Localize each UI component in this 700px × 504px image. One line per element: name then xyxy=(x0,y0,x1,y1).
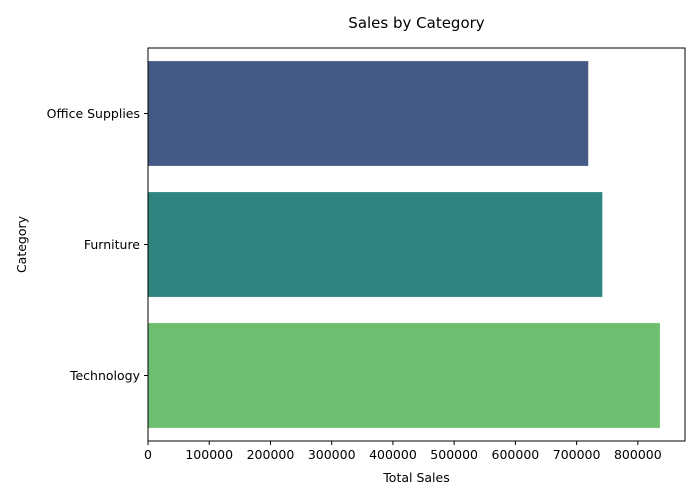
chart-title: Sales by Category xyxy=(348,14,485,32)
y-tick-label-furniture: Furniture xyxy=(84,237,140,252)
bar-technology xyxy=(148,323,660,428)
x-axis: 0 100000 200000 300000 400000 500000 600000 700… xyxy=(144,441,662,462)
x-tick-label-4: 400000 xyxy=(369,447,417,462)
bar-furniture xyxy=(148,192,603,297)
y-axis: Office Supplies Furniture Technology xyxy=(47,106,148,383)
y-axis-label: Category xyxy=(14,215,29,273)
x-tick-label-6: 600000 xyxy=(492,447,540,462)
bars-layer xyxy=(148,61,660,428)
x-tick-label-0: 0 xyxy=(144,447,152,462)
y-tick-label-technology: Technology xyxy=(69,368,141,383)
x-tick-label-8: 800000 xyxy=(614,447,662,462)
bar-office-supplies xyxy=(148,61,589,166)
x-tick-label-5: 500000 xyxy=(430,447,478,462)
x-tick-label-2: 200000 xyxy=(247,447,295,462)
x-tick-label-1: 100000 xyxy=(185,447,233,462)
x-tick-label-3: 300000 xyxy=(308,447,356,462)
x-axis-label: Total Sales xyxy=(382,470,449,485)
x-tick-label-7: 700000 xyxy=(553,447,601,462)
y-tick-label-office-supplies: Office Supplies xyxy=(47,106,140,121)
